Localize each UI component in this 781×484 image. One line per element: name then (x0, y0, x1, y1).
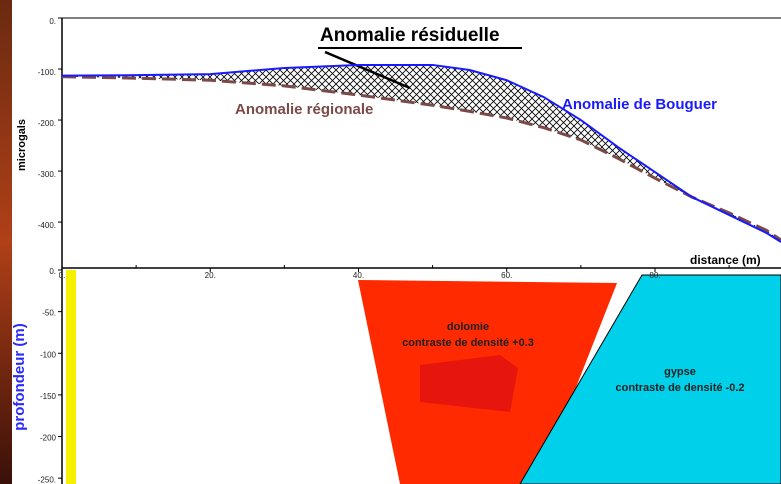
body-label: contraste de densité -0.2 (616, 382, 745, 394)
section-y-tick-label: -100 (40, 350, 57, 359)
section-y-tick-label: -50. (42, 309, 56, 318)
left-edge (0, 0, 12, 484)
x-tick-label: 40. (353, 271, 364, 280)
body-label: contraste de densité +0.3 (402, 337, 534, 349)
x-tick-label: 0. (59, 271, 66, 280)
body-name: gypse (664, 366, 696, 378)
y-tick-label: -300. (38, 170, 56, 179)
title: Anomalie résiduelle (320, 25, 500, 46)
body-name: dolomie (447, 321, 489, 333)
y-label: microgals (16, 119, 28, 171)
section-y-tick-label: -150 (40, 392, 57, 401)
y-tick-label: 0. (49, 17, 56, 26)
section-y-tick-label: -200 (40, 434, 57, 443)
cross-section (358, 274, 781, 484)
section-y-tick-label: -250. (38, 475, 56, 484)
y-tick-label: -200. (38, 119, 56, 128)
section-y-tick-label: 0. (49, 267, 56, 276)
x-tick-label: 20. (205, 271, 216, 280)
body (519, 274, 781, 484)
section-y-label: profondeur (m) (11, 323, 28, 430)
x-label: distance (m) (690, 253, 761, 267)
series-label: Anomalie régionale (235, 101, 373, 118)
y-tick-label: -100. (38, 68, 56, 77)
x-tick-label: 80. (649, 271, 660, 280)
x-tick-label: 60. (501, 271, 512, 280)
body-core (420, 355, 518, 412)
series-line (61, 63, 781, 243)
series-label: Anomalie de Bouguer (562, 96, 717, 113)
y-tick-label: -400. (38, 221, 56, 230)
residual-hatch (62, 64, 781, 242)
yellow-strip (66, 270, 76, 484)
